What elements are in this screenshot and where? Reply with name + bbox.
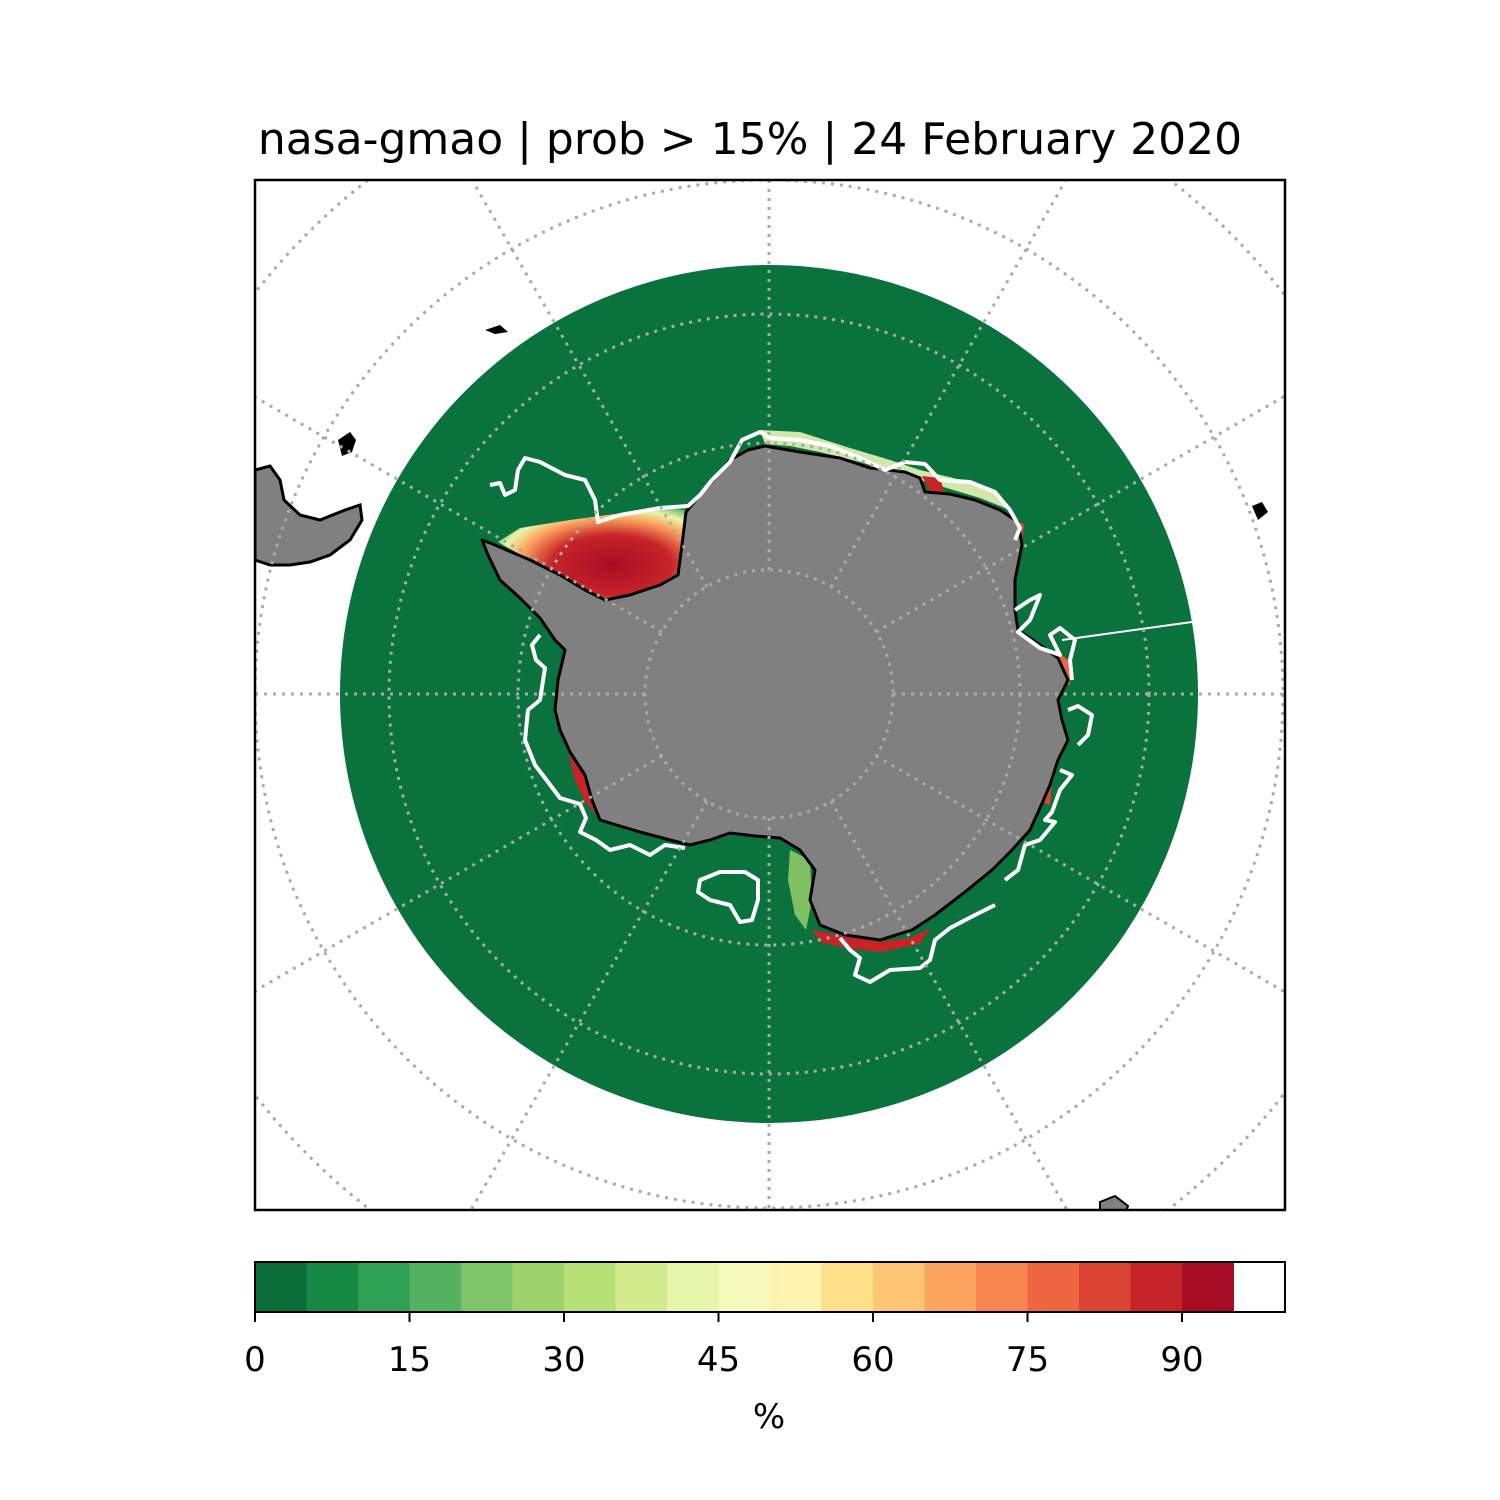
ice-edge-high-probability-north <box>760 430 1010 510</box>
colorbar-swatch <box>306 1262 359 1312</box>
colorbar-swatch <box>1182 1262 1234 1312</box>
colorbar-frame <box>254 1261 1286 1313</box>
colorbar-swatch <box>1079 1262 1131 1312</box>
colorbar-tick-label: 30 <box>542 1340 586 1380</box>
colorbar-swatch <box>409 1262 462 1312</box>
colorbar-tick-marks <box>254 1312 1183 1322</box>
colorbar-tick-label: 45 <box>696 1340 741 1380</box>
colorbar-swatch <box>615 1262 668 1312</box>
colorbar-swatch <box>976 1262 1028 1312</box>
colorbar-tick-label: 15 <box>387 1340 432 1380</box>
meridian-30e <box>829 180 1068 588</box>
south-georgia-island <box>485 325 508 334</box>
south-america-landmass <box>255 464 364 567</box>
meridian-30w <box>470 180 709 588</box>
colorbar-tick-label: 90 <box>1160 1340 1204 1380</box>
projection-seam-line <box>1061 621 1193 641</box>
colorbar-swatch <box>1027 1262 1080 1312</box>
graticule <box>255 180 1285 1210</box>
colorbar-tick-label: 75 <box>1005 1340 1050 1380</box>
colorbar-swatch <box>667 1262 719 1312</box>
colorbar-swatch <box>461 1262 513 1312</box>
small-island-east <box>1252 502 1268 520</box>
map-frame <box>253 178 1287 1212</box>
map-title: nasa-gmao | prob > 15% | 24 February 202… <box>257 114 1243 165</box>
colorbar-unit-label: % <box>752 1397 786 1437</box>
colorbar-tick-label: 60 <box>851 1340 895 1380</box>
observed-ice-edge-east-2 <box>1067 704 1094 747</box>
observed-ice-edge-polynya <box>696 870 760 924</box>
ice-edge-high-probability-ross <box>812 928 930 952</box>
meridian-150w <box>469 800 709 1210</box>
colorbar-swatch <box>821 1262 874 1312</box>
weddell-sea-high-probability <box>498 508 688 603</box>
meridian-120e <box>875 754 1285 994</box>
observed-ice-edge-east-3 <box>1003 768 1074 882</box>
observed-ice-edge-north <box>769 436 1022 541</box>
meridian-60e <box>875 394 1285 634</box>
ice-edge-high-probability-ross-fringe <box>788 850 812 930</box>
meridian-60w <box>255 395 663 634</box>
colorbar-swatch <box>924 1262 977 1312</box>
meridian-150e <box>829 800 1069 1210</box>
observed-ice-edge-west <box>523 633 686 857</box>
meridian-120w <box>255 754 663 993</box>
colorbar-tick-label: 0 <box>244 1340 266 1380</box>
colorbar-swatch <box>255 1262 307 1312</box>
colorbar-swatch <box>564 1262 616 1312</box>
map-plot-area <box>255 180 1285 1210</box>
colorbar-swatch <box>770 1262 822 1312</box>
colorbar-swatches <box>255 1262 1234 1312</box>
colorbar-swatch <box>512 1262 565 1312</box>
colorbar-swatch <box>358 1262 410 1312</box>
colorbar-swatch <box>873 1262 925 1312</box>
antarctica-landmass <box>480 444 1070 942</box>
observed-ice-edge-ross <box>838 903 996 984</box>
colorbar-swatch <box>718 1262 771 1312</box>
falkland-islands <box>338 432 356 456</box>
latitude-circle-60s <box>387 312 1151 1076</box>
observed-ice-edge <box>489 430 1094 984</box>
observed-ice-edge-east <box>1013 593 1077 681</box>
colorbar-swatch <box>1130 1262 1183 1312</box>
